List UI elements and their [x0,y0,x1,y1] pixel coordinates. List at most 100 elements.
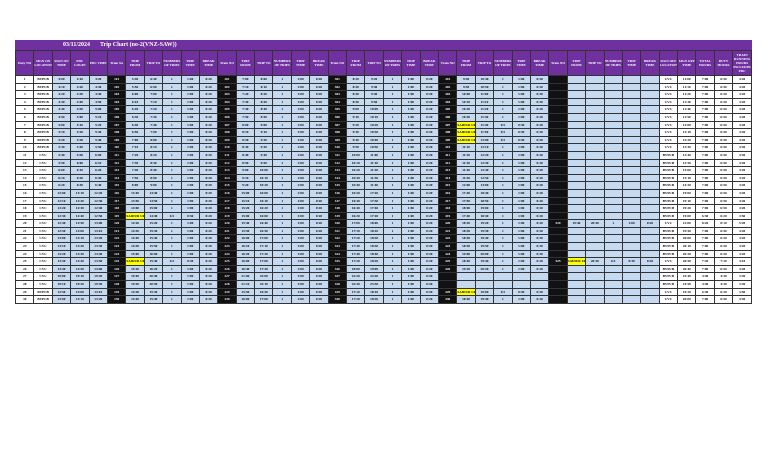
cell: 8:30 [143,158,164,168]
cell: 4:10 [51,82,72,92]
cell: 1 [272,257,292,266]
cell: 1 [382,128,403,137]
cell: CVC [33,196,53,206]
cell: 0:20 [419,173,439,183]
cell: 1 [162,204,182,213]
cell: 5 [14,105,35,114]
cell: 1:00 [511,75,531,84]
cell: 108 [106,128,127,137]
cell: 16:40 [346,204,366,213]
cell: 101 [106,75,127,84]
cell: 0:30 [511,135,531,145]
cell: 1 [162,128,182,137]
cell: 11:10 [474,97,495,107]
cell: 12:20 [70,196,90,206]
cell: 9:30 [254,143,274,152]
cell: SAIDUR UP [566,257,587,266]
cell: 1 [382,166,403,175]
cell: 0:20 [198,242,219,251]
cell [621,188,642,198]
cell: 10:00 [456,90,476,99]
cell: 0:20 [198,166,219,175]
cell: 308 [327,128,348,137]
cell: 8:40 [143,166,164,175]
cell [548,143,568,152]
cell: 7:00 [695,226,715,236]
cell: 0:20 [640,257,660,266]
cell [566,158,587,168]
cell: 0:20 [419,234,439,244]
cell: SAIDUR UP [125,257,145,266]
cell: 7:00 [695,112,715,122]
cell [603,188,623,198]
cell [474,280,495,289]
cell: 0:20 [419,75,439,84]
cell [585,181,605,190]
title: Trip Chart (no-2(VNZ-SAW)) [100,42,177,48]
cell: 8:20 [346,75,366,84]
column-header: TRIP TIME [621,50,642,76]
cell: 0:20 [309,211,329,221]
cell: 7:00 [695,264,715,274]
cell: 425 [437,257,458,266]
cell: 129 [106,287,127,297]
cell: 0:30 [511,287,531,297]
cell [640,90,660,99]
cell: 13:00 [70,226,90,236]
cell [585,143,605,152]
cell: 215 [217,181,237,190]
cell: 204 [217,97,237,107]
cell: 14:50 [125,242,145,251]
cell: 22:20 [346,272,366,282]
cell: 7:00 [695,295,715,304]
cell: 1 [493,204,513,213]
cell: 112 [106,158,127,168]
cell: 22:30 [346,280,366,289]
cell: 4:20 [732,234,752,244]
cell: 4:40 [695,280,715,289]
cell [566,264,587,274]
cell: 423 [437,242,458,251]
cell: 1 [272,90,292,99]
cell: 12:40 [51,219,72,228]
cell: 0:20 [309,287,329,297]
cell: 211 [217,150,237,160]
cell: 124 [106,249,127,259]
cell: 10:20 [364,120,384,130]
cell: 1 [603,219,623,228]
cell: 208 [217,128,237,137]
cell: 6:10 [51,173,72,183]
cell: 318 [327,204,348,213]
cell: 17:20 [346,257,366,266]
cell: 6:50 [713,143,734,152]
cell: 16:00 [254,211,274,221]
cell: 18:00 [346,264,366,274]
cell: 1 [382,226,403,236]
cell [585,280,605,289]
cell: 0:20 [419,135,439,145]
column-header: Train No [106,50,127,76]
cell: 0:30 [511,128,531,137]
cell: 7:40 [143,120,164,130]
cell [621,181,642,190]
cell [548,150,568,160]
cell: 6 [14,112,35,122]
cell [640,112,660,122]
cell: 1 [493,264,513,274]
cell: 0:20 [419,82,439,92]
cell: BVPCB [33,295,53,304]
cell: 12:10 [51,196,72,206]
cell: 0:20 [419,90,439,99]
cell [585,196,605,206]
cell: 1:00 [180,112,200,122]
cell: 12:10 [677,128,697,137]
cell: 1 [162,219,182,228]
cell: 0.5 [493,128,513,137]
cell: 1:00 [401,257,421,266]
cell: 312 [327,158,348,168]
cell: SAIDUR UP [456,287,476,297]
cell: 7:20 [235,90,256,99]
cell: 1 [382,181,403,190]
cell: 1 [382,295,403,304]
cell: 0:20 [529,264,550,274]
